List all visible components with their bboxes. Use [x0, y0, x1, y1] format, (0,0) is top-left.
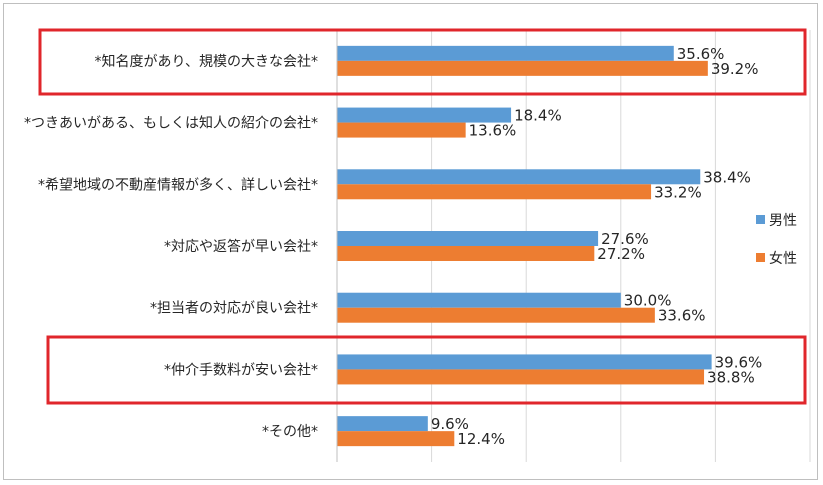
data-label: 27.2%	[597, 245, 645, 263]
legend-swatch	[756, 253, 765, 262]
category-label: *希望地域の不動産情報が多く、詳しい会社*	[38, 176, 318, 193]
bar-female	[337, 246, 595, 261]
bar-female	[337, 60, 708, 76]
bar-male	[337, 416, 428, 432]
category-label: *担当者の対応が良い会社*	[150, 301, 318, 317]
data-label: 39.2%	[711, 60, 759, 78]
bar-male	[337, 45, 674, 61]
data-label: 30.0%	[624, 292, 672, 310]
data-label: 18.4%	[514, 107, 562, 125]
data-label: 33.2%	[654, 183, 702, 201]
legend-label: 女性	[769, 250, 797, 267]
category-label: *対応や返答が早い会社*	[164, 238, 318, 255]
bar-male	[337, 354, 712, 370]
data-label: 33.6%	[658, 307, 706, 325]
legend-label: 男性	[769, 213, 797, 229]
bar-female	[337, 369, 705, 385]
bar-female	[337, 307, 655, 323]
bar-male	[337, 292, 621, 308]
legend-swatch	[756, 215, 765, 224]
highlight-box	[46, 335, 807, 405]
bar-female	[337, 122, 466, 138]
category-label: *仲介手数料が安い会社*	[164, 362, 318, 378]
data-label: 12.4%	[457, 430, 505, 448]
data-label: 27.6%	[601, 230, 649, 248]
highlight-box	[38, 28, 807, 96]
data-label: 13.6%	[469, 122, 517, 140]
data-label: 35.6%	[677, 45, 725, 63]
data-label: 38.4%	[703, 168, 751, 186]
data-label: 39.6%	[715, 353, 763, 371]
bar-male	[337, 107, 512, 123]
bar-female	[337, 431, 455, 447]
data-label: 38.8%	[707, 368, 755, 386]
bar-male	[337, 231, 599, 246]
category-label: *その他*	[262, 424, 318, 440]
category-label: *つきあいがある、もしくは知人の紹介の会社*	[24, 115, 318, 132]
category-label: *知名度があり、規模の大きな会社*	[95, 53, 318, 70]
bar-female	[337, 184, 652, 200]
bar-male	[337, 169, 701, 185]
data-label: 9.6%	[431, 415, 469, 433]
